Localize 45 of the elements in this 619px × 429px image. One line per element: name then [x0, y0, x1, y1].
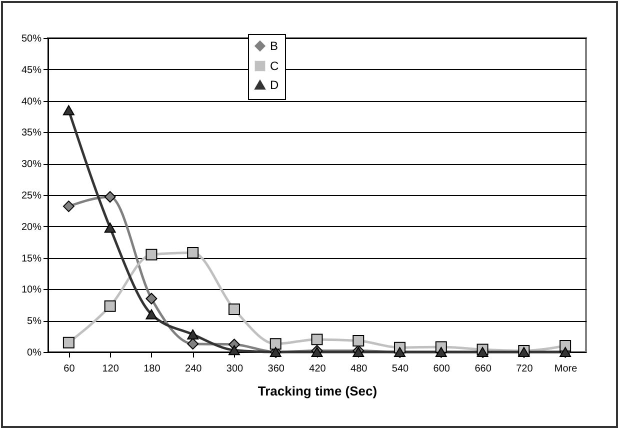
- point: [352, 334, 364, 346]
- point: [228, 304, 240, 316]
- y-tick-label: 15%: [21, 253, 42, 264]
- x-tick-label: 720: [516, 364, 534, 374]
- point: [104, 191, 116, 203]
- point: [104, 300, 116, 312]
- y-tick-label: 25%: [21, 190, 42, 202]
- y-tick-label: 0%: [27, 348, 42, 358]
- x-tick-label: 540: [392, 364, 410, 374]
- x-tick-label: 660: [474, 364, 492, 374]
- y-tick-label: 10%: [21, 284, 42, 296]
- x-tick-label: More: [554, 364, 578, 374]
- y-tick-label: 5%: [27, 316, 42, 328]
- x-axis-title: Tracking time (Sec): [258, 384, 378, 398]
- point: [146, 292, 158, 304]
- x-tick-label: 180: [144, 364, 161, 374]
- legend-label: B: [270, 39, 278, 53]
- x-tick-label: 480: [350, 364, 368, 374]
- x-tick-label: 60: [64, 364, 76, 374]
- y-tick-label: 45%: [21, 64, 42, 76]
- point: [270, 338, 282, 350]
- x-tick-label: 300: [226, 364, 244, 374]
- point: [146, 309, 158, 320]
- legend-label: C: [270, 59, 279, 73]
- y-tick-label: 40%: [21, 96, 42, 108]
- x-tick-label: 420: [309, 364, 326, 374]
- x-tick-label: 120: [102, 364, 120, 374]
- x-tick-label: 360: [268, 364, 285, 374]
- y-tick-label: 35%: [21, 128, 42, 139]
- point: [104, 222, 116, 233]
- point: [62, 200, 74, 212]
- point: [187, 338, 199, 350]
- point: [62, 336, 74, 348]
- point: [311, 334, 323, 346]
- y-tick-label: 50%: [21, 34, 42, 44]
- x-tick-label: 240: [185, 364, 202, 374]
- point: [62, 105, 74, 116]
- x-tick-label: 600: [433, 364, 450, 374]
- y-tick-label: 30%: [21, 159, 42, 170]
- point: [228, 345, 240, 356]
- legend-label: D: [270, 78, 279, 92]
- point: [187, 329, 199, 340]
- y-tick-label: 20%: [21, 222, 42, 233]
- point: [146, 248, 158, 260]
- point: [187, 247, 199, 259]
